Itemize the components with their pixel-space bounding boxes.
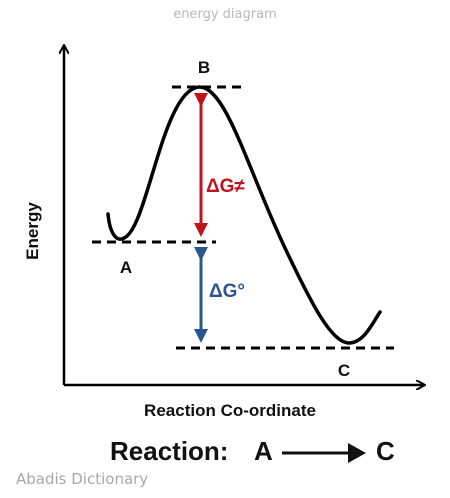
reaction-prefix: Reaction: — [110, 436, 229, 466]
reaction-product: C — [376, 436, 395, 466]
activation-energy-label: ΔG≠ — [206, 176, 245, 197]
point-a-label: A — [120, 258, 132, 277]
point-c-label: C — [338, 361, 350, 380]
x-axis-label: Reaction Co-ordinate — [144, 401, 316, 420]
watermark-text: Abadis Dictionary — [16, 470, 149, 488]
y-axis-label: Energy — [23, 202, 42, 260]
standard-energy-label: ΔG° — [209, 281, 245, 302]
reaction-arrow-icon — [282, 443, 366, 463]
reaction-reactant: A — [254, 436, 273, 466]
image-caption: energy diagram — [173, 7, 277, 22]
reaction-energy-curve — [106, 85, 382, 345]
reaction-equation: Reaction: A C — [0, 432, 450, 472]
point-b-label: B — [198, 58, 210, 77]
